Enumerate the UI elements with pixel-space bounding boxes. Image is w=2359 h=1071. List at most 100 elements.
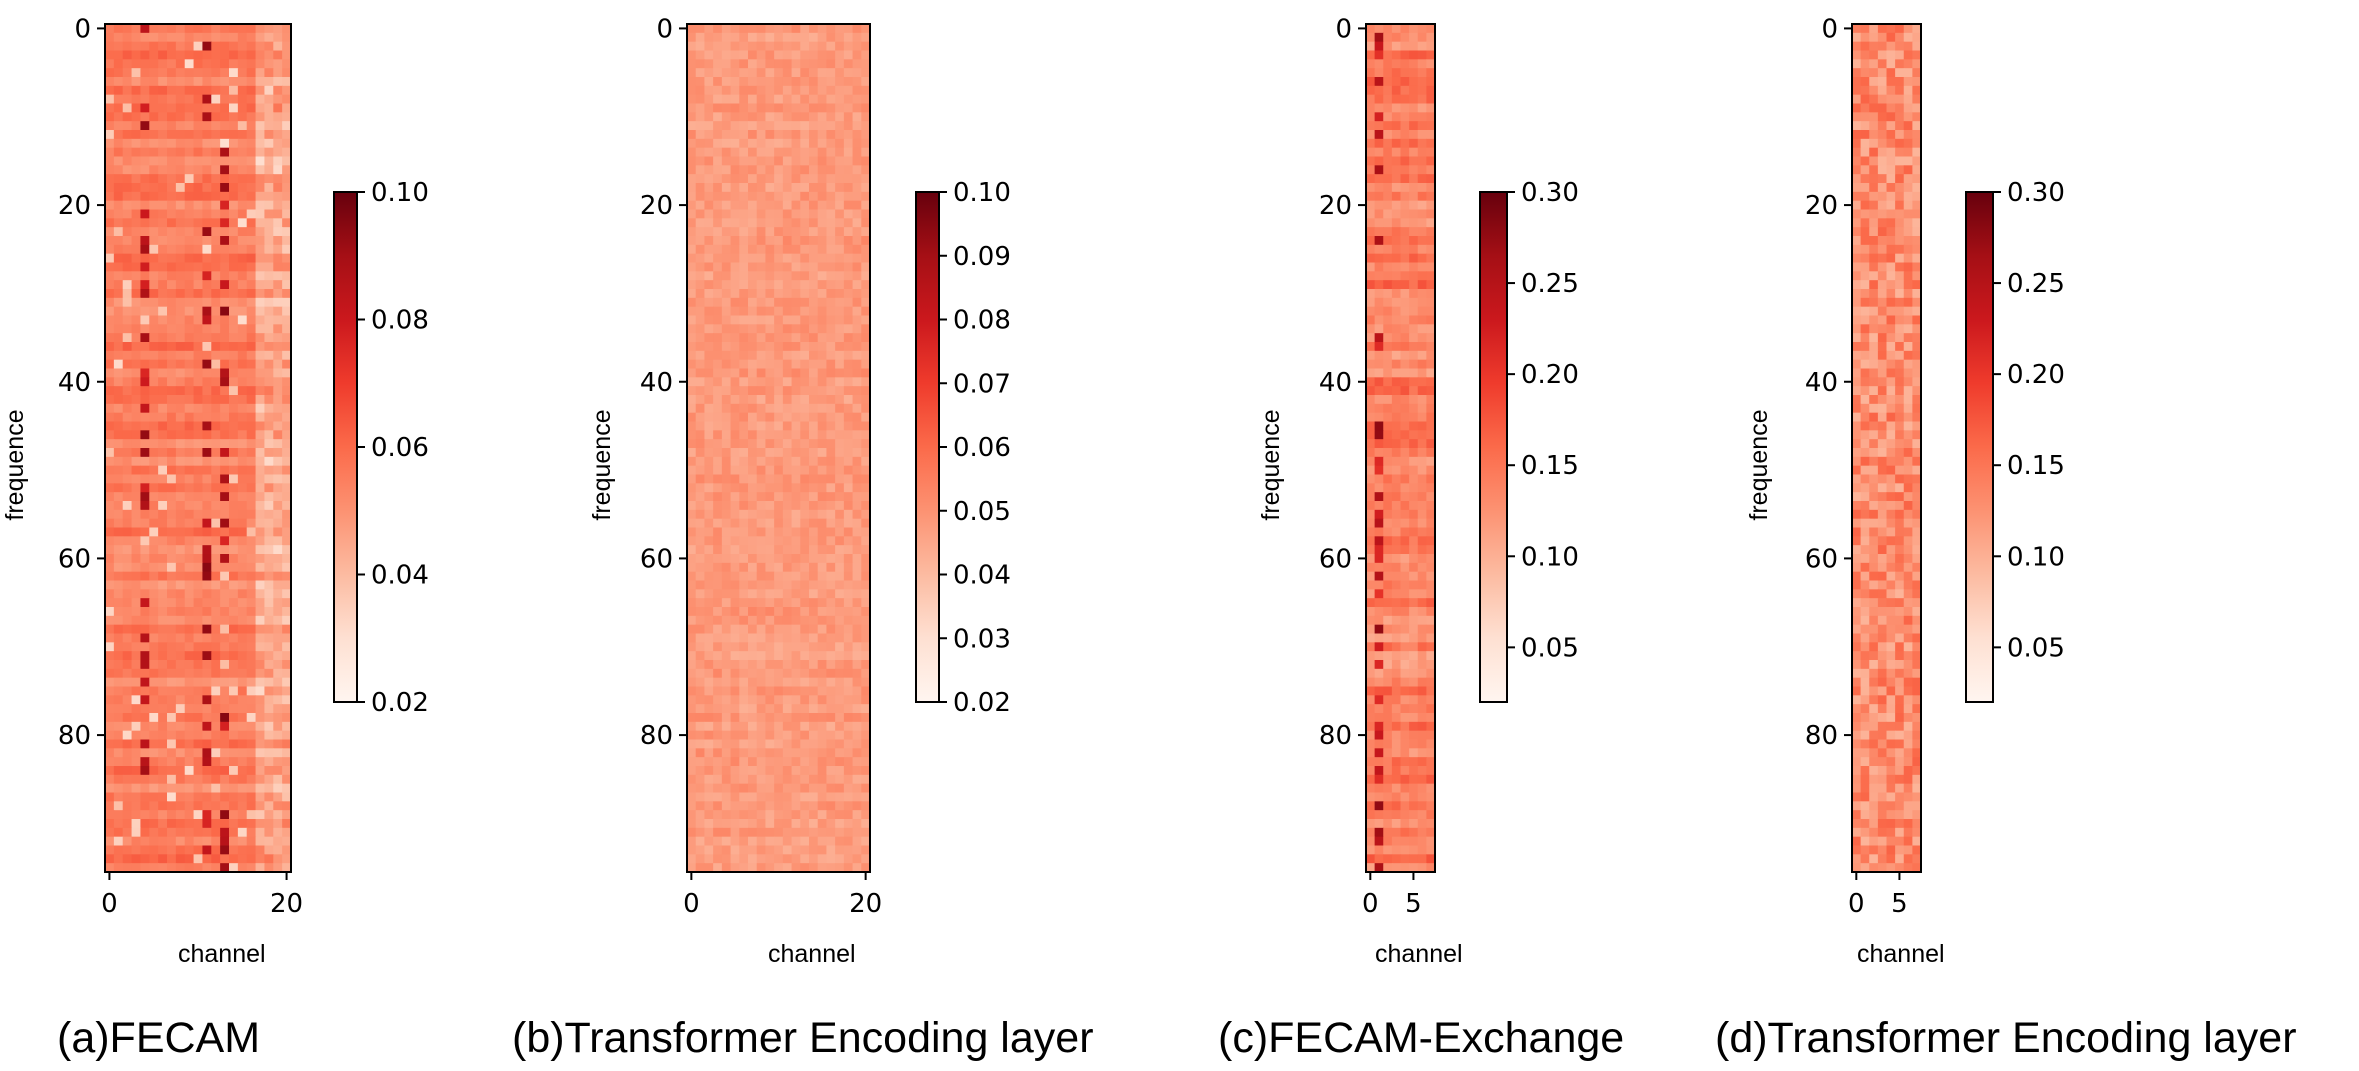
heatmap-cell <box>695 757 706 767</box>
heatmap-cell <box>791 306 801 317</box>
heatmap-cell <box>158 236 168 246</box>
heatmap-cell <box>721 695 732 705</box>
heatmap-cell <box>105 792 115 802</box>
heatmap-cell <box>167 421 177 431</box>
heatmap-cell <box>861 350 871 361</box>
heatmap-cell <box>791 315 801 325</box>
heatmap-cell <box>273 156 283 166</box>
heatmap-cell <box>687 854 697 864</box>
heatmap-cell <box>237 227 248 237</box>
heatmap-cell <box>273 324 283 334</box>
heatmap-cell <box>713 174 723 184</box>
heatmap-cell <box>167 244 177 255</box>
heatmap-cell <box>765 289 775 299</box>
heatmap-cell <box>246 774 257 785</box>
heatmap-cell <box>748 227 758 237</box>
heatmap-cell <box>122 138 133 149</box>
heatmap-cell <box>211 615 221 626</box>
heatmap-cell <box>105 138 115 149</box>
heatmap-cell <box>748 121 758 131</box>
heatmap-cell <box>255 527 266 537</box>
heatmap-cell <box>695 651 706 661</box>
y-tick-label: 60 <box>58 544 91 574</box>
heatmap-cell <box>202 395 212 405</box>
heatmap-cell <box>1417 112 1427 122</box>
heatmap-cell <box>765 403 775 414</box>
heatmap-cell <box>158 280 168 290</box>
heatmap-cell <box>721 236 732 246</box>
heatmap-cell <box>817 766 828 776</box>
heatmap-cell <box>748 677 758 688</box>
heatmap-cell <box>158 333 168 343</box>
heatmap-cell <box>800 854 810 864</box>
heatmap-cell <box>220 474 230 484</box>
heatmap-cell <box>273 509 283 520</box>
heatmap-cell <box>835 386 845 396</box>
heatmap-cell <box>1409 545 1419 555</box>
heatmap-cell <box>809 492 819 502</box>
heatmap-cell <box>835 757 845 767</box>
heatmap-cell <box>140 218 150 228</box>
heatmap-cell <box>167 509 177 520</box>
heatmap-cell <box>730 492 740 502</box>
heatmap-cell <box>131 77 142 87</box>
heatmap-cell <box>264 774 274 785</box>
heatmap-cell <box>774 130 784 140</box>
heatmap-cell <box>1391 50 1402 60</box>
heatmap-cell <box>1400 315 1410 325</box>
heatmap-cell <box>105 624 115 635</box>
heatmap-cell <box>695 130 706 140</box>
heatmap-cell <box>1409 377 1419 387</box>
heatmap-cell <box>282 721 292 732</box>
heatmap-cell <box>237 403 248 414</box>
heatmap-cell <box>809 24 819 34</box>
heatmap-cell <box>730 147 740 158</box>
heatmap-cell <box>1391 165 1402 175</box>
heatmap-cell <box>817 801 828 811</box>
heatmap-cell <box>229 854 239 864</box>
heatmap-cell <box>852 766 862 776</box>
heatmap-cell <box>1374 41 1384 52</box>
heatmap-cell <box>765 704 775 714</box>
heatmap-cell <box>149 774 159 785</box>
heatmap-cell <box>756 244 767 255</box>
heatmap-cell <box>1366 68 1376 78</box>
heatmap-cell <box>809 474 819 484</box>
heatmap-cell <box>255 819 266 829</box>
heatmap-cell <box>843 854 854 864</box>
heatmap-cell <box>800 615 810 626</box>
heatmap-cell <box>1417 819 1427 829</box>
heatmap-cell <box>229 739 239 749</box>
heatmap-cell <box>800 350 810 361</box>
heatmap-cell <box>167 598 177 608</box>
heatmap-cell <box>229 456 239 467</box>
heatmap-cell <box>1903 77 1913 87</box>
heatmap-cell <box>105 721 115 732</box>
heatmap-cell <box>739 863 749 873</box>
heatmap-cell <box>193 633 204 643</box>
heatmap-cell <box>193 819 204 829</box>
heatmap-cell <box>713 863 723 873</box>
heatmap-cell <box>140 121 150 131</box>
heatmap-cell <box>843 518 854 529</box>
heatmap-cell <box>193 262 204 272</box>
heatmap-cell <box>730 350 740 361</box>
heatmap-cell <box>140 527 150 537</box>
heatmap-cell <box>237 721 248 732</box>
heatmap-cell <box>113 85 124 96</box>
heatmap-cell <box>826 554 836 564</box>
heatmap-cell <box>264 421 274 431</box>
heatmap-cell <box>167 165 177 175</box>
heatmap-cell <box>687 280 697 290</box>
heatmap-cell <box>273 492 283 502</box>
heatmap-cell <box>1391 32 1402 43</box>
heatmap-cell <box>1400 642 1410 652</box>
heatmap-cell <box>175 748 186 758</box>
heatmap-cell <box>282 138 292 149</box>
heatmap-cell <box>1374 236 1384 246</box>
heatmap-cell <box>1400 527 1410 537</box>
heatmap-cell <box>273 598 283 608</box>
heatmap-cell <box>748 112 758 122</box>
heatmap-cell <box>122 607 133 617</box>
heatmap-cell <box>122 174 133 184</box>
